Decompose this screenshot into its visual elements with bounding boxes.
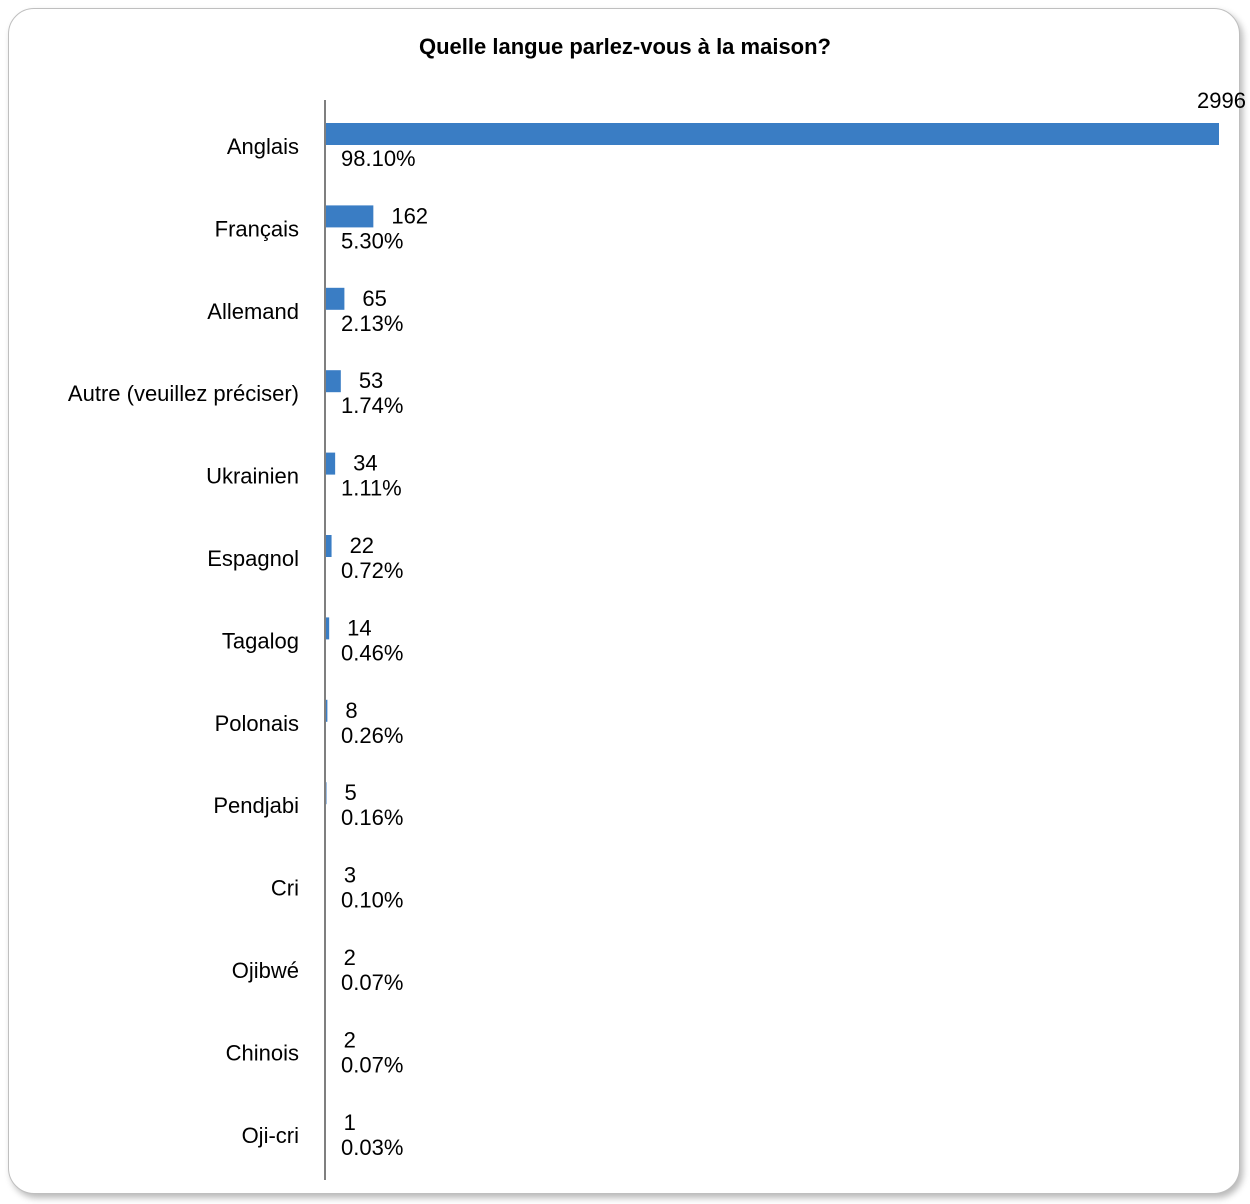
category-label: Français: [215, 216, 299, 241]
chart-frame: [8, 8, 1240, 1194]
category-label: Anglais: [227, 134, 299, 159]
value-label: 1: [344, 1110, 356, 1135]
value-label: 2: [344, 1027, 356, 1052]
value-label: 14: [347, 615, 371, 640]
percentage-label: 1.74%: [341, 393, 403, 418]
value-label: 3: [344, 863, 356, 888]
percentage-label: 5.30%: [341, 228, 403, 253]
value-label: 53: [359, 368, 383, 393]
percentage-label: 0.16%: [341, 805, 403, 830]
bar: [325, 370, 341, 393]
bar: [325, 617, 330, 640]
percentage-label: 98.10%: [341, 146, 416, 171]
category-label: Chinois: [226, 1040, 299, 1065]
bar: [325, 699, 328, 722]
category-label: Espagnol: [207, 546, 299, 571]
percentage-label: 2.13%: [341, 311, 403, 336]
value-label: 2996: [1197, 88, 1246, 113]
bar: [325, 205, 374, 228]
percentage-label: 1.11%: [341, 476, 402, 501]
category-label: Cri: [271, 876, 299, 901]
value-label: 34: [353, 451, 377, 476]
chart-title: Quelle langue parlez-vous à la maison?: [418, 34, 831, 59]
percentage-label: 0.10%: [341, 888, 403, 913]
category-label: Polonais: [215, 711, 299, 736]
percentage-label: 0.07%: [341, 1052, 403, 1077]
value-label: 22: [350, 533, 374, 558]
bar: [325, 123, 1219, 145]
value-label: 65: [362, 286, 386, 311]
percentage-label: 0.26%: [341, 723, 403, 748]
category-label: Pendjabi: [213, 793, 299, 818]
value-label: 2: [344, 945, 356, 970]
value-label: 8: [345, 698, 357, 723]
percentage-label: 0.03%: [341, 1135, 403, 1160]
percentage-label: 0.07%: [341, 970, 403, 995]
bar: [325, 287, 345, 310]
value-label: 162: [391, 203, 428, 228]
category-label: Ukrainien: [206, 464, 299, 489]
value-label: 5: [344, 780, 356, 805]
percentage-label: 0.46%: [341, 640, 403, 665]
category-label: Oji-cri: [242, 1123, 299, 1148]
bar: [325, 535, 332, 557]
bar: [325, 452, 336, 475]
category-label: Ojibwé: [232, 958, 299, 983]
category-label: Tagalog: [222, 628, 299, 653]
category-label: Autre (veuillez préciser): [68, 381, 299, 406]
percentage-label: 0.72%: [341, 558, 403, 583]
category-label: Allemand: [207, 299, 299, 324]
